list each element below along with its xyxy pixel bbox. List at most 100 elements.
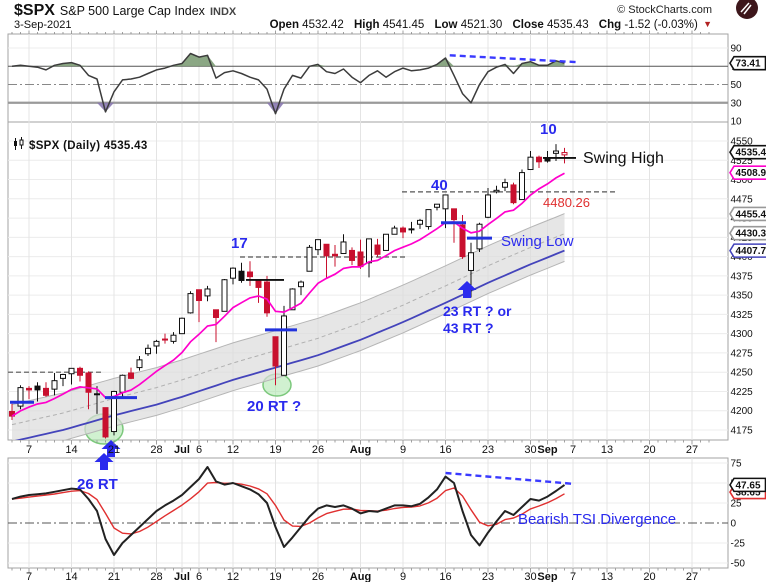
- x-tick-label: 12: [227, 444, 239, 456]
- high-value: 4541.45: [382, 19, 425, 31]
- candlestick-icon: [14, 141, 17, 146]
- x-tick-label: 6: [196, 444, 202, 456]
- price-panel-content: 10 Swing High 40 4480.26 17 Swing Low 23 RT ? …: [8, 121, 664, 457]
- y-tick-label: 4200: [731, 406, 754, 417]
- x-tick-label: 13: [601, 571, 613, 582]
- svg-text:73.41: 73.41: [736, 59, 761, 70]
- up-arrow-icon: [94, 453, 114, 470]
- open-value: 4532.42: [302, 19, 344, 31]
- close-value: 4535.43: [547, 19, 589, 31]
- x-tick-label: 27: [686, 444, 698, 456]
- x-tick-label: 7: [570, 571, 576, 582]
- tsi-line: [11, 466, 566, 556]
- candlestick-series: [9, 144, 568, 439]
- x-tick-label: 27: [686, 571, 698, 582]
- annotation-text: 10: [540, 121, 557, 138]
- price-chart-label: $SPX (Daily) 4535.43: [14, 137, 147, 152]
- momentum-oscillator-panel: [11, 52, 578, 115]
- x-tick-label: 23: [482, 571, 494, 582]
- x-tick-label: 26: [312, 444, 324, 456]
- x-tick-label: 20: [643, 571, 655, 582]
- x-tick-label: 7: [26, 571, 32, 582]
- x-tick-label: 20: [643, 444, 655, 456]
- low-label: Low: [434, 19, 458, 31]
- annotation-text: 26 RT: [77, 476, 118, 493]
- x-tick-label: 21: [108, 444, 120, 456]
- close-label: Close: [512, 19, 544, 31]
- axis-value-box: [729, 206, 766, 222]
- open-label: Open: [269, 19, 299, 31]
- annotation-text: Swing Low: [501, 233, 574, 250]
- up-arrow-icon: [101, 440, 121, 457]
- symbol-line: $SPX S&P 500 Large Cap Index INDX: [14, 2, 236, 20]
- y-tick-label: 4350: [731, 291, 754, 302]
- x-tick-label: Sep: [537, 571, 557, 582]
- y-tick-label: 4175: [731, 426, 754, 437]
- x-tick-label: 26: [312, 571, 324, 582]
- chart-date: 3-Sep-2021: [14, 19, 72, 31]
- low-value: 4521.30: [460, 19, 503, 31]
- x-tick-label: 6: [196, 571, 202, 582]
- y-tick-label: -50: [731, 559, 746, 570]
- symbol-name: S&P 500 Large Cap Index: [59, 4, 205, 18]
- annotation-text: 17: [231, 235, 248, 252]
- x-tick-label: 28: [150, 571, 162, 582]
- ma-fast-line: [11, 172, 565, 417]
- annotation-text: Swing High: [583, 150, 664, 167]
- axis-value-box: [729, 144, 766, 160]
- svg-text:47.65: 47.65: [736, 480, 761, 491]
- chg-down-arrow-icon: ▼: [703, 19, 712, 29]
- x-tick-label: 16: [439, 444, 451, 456]
- exchange: INDX: [209, 6, 237, 18]
- annotation-text: 43 RT ?: [443, 320, 494, 336]
- x-tick-label: Sep: [537, 444, 557, 456]
- x-tick-label: 9: [400, 444, 406, 456]
- svg-text:4430.33: 4430.33: [736, 229, 766, 240]
- stockcharts-credit: © StockCharts.com: [617, 4, 712, 16]
- y-tick-label: -25: [731, 539, 746, 550]
- y-tick-label: 90: [731, 44, 743, 55]
- band-mid: [11, 233, 565, 426]
- svg-text:38.65: 38.65: [736, 488, 761, 499]
- x-tick-label: Aug: [350, 444, 371, 456]
- chg-value: -1.52 (-0.03%): [624, 19, 698, 31]
- y-tick-label: 4525: [731, 156, 754, 167]
- y-tick-label: 4300: [731, 329, 754, 340]
- up-arrow-icon: [457, 281, 477, 298]
- svg-text:4407.75: 4407.75: [736, 246, 766, 257]
- y-tick-label: 4250: [731, 368, 754, 379]
- annotation-text: 20 RT ?: [247, 398, 301, 415]
- axis-value-box: [729, 225, 766, 241]
- stockcharts-badge-icon: [734, 0, 760, 23]
- axis-value-box: [729, 165, 766, 180]
- rsi-line: [11, 52, 565, 115]
- y-tick-label: 4475: [731, 194, 754, 205]
- annotation-text: 40: [431, 177, 448, 194]
- x-tick-label: 9: [400, 571, 406, 582]
- chart-header: $SPX S&P 500 Large Cap Index INDX © StockC…: [0, 0, 766, 34]
- axes: 4175420042254250427543004325435043754400…: [11, 30, 766, 582]
- x-tick-label: 16: [439, 571, 451, 582]
- y-tick-label: 4500: [731, 175, 754, 186]
- axis-value-box: [729, 243, 766, 258]
- svg-text:4535.43: 4535.43: [736, 148, 766, 159]
- rsi-panel: [7, 33, 729, 123]
- y-tick-label: 50: [731, 80, 743, 91]
- y-tick-label: 75: [731, 459, 743, 470]
- rsi-overbought-fill: [12, 53, 565, 67]
- x-tick-label: 21: [108, 571, 120, 582]
- tsi-divergence-line: [445, 471, 574, 485]
- x-tick-label: Aug: [350, 571, 371, 582]
- rsi-divergence-line: [449, 54, 578, 64]
- y-tick-label: 30: [731, 98, 743, 109]
- x-tick-label: 23: [482, 444, 494, 456]
- tsi-signal-line: [11, 481, 565, 535]
- svg-text:4455.40: 4455.40: [736, 209, 766, 220]
- x-tick-label: 7: [570, 444, 576, 456]
- annotation-text: Bearish TSI Divergence: [518, 511, 676, 528]
- x-tick-label: 13: [601, 444, 613, 456]
- y-tick-label: 4325: [731, 310, 754, 321]
- y-tick-label: 4225: [731, 387, 754, 398]
- y-tick-label: 4275: [731, 348, 754, 359]
